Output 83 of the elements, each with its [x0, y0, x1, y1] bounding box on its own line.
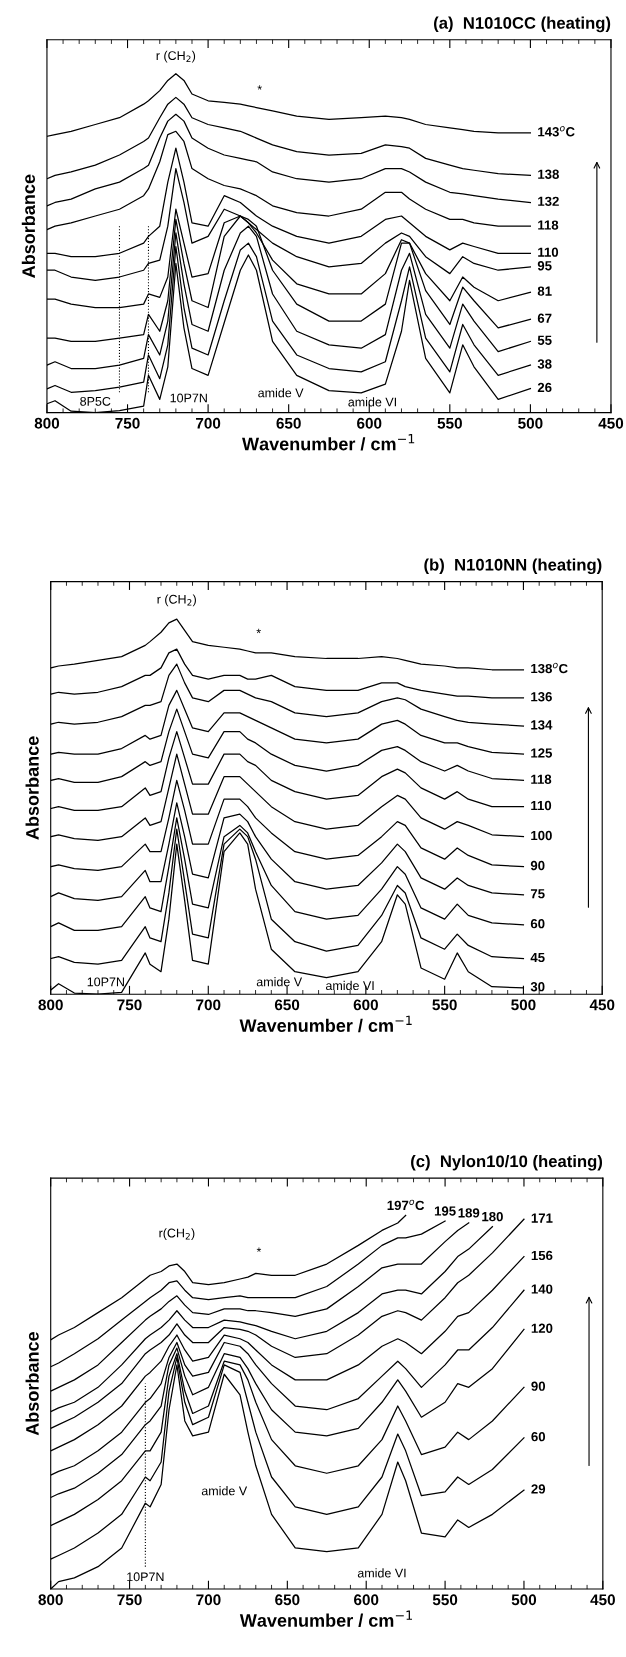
annotation: amide VI — [357, 1568, 406, 1578]
series-label: 95 — [537, 261, 552, 271]
series-label: 140 — [531, 1284, 553, 1294]
x-tick-label: 700 — [196, 999, 221, 1011]
series-label: 45 — [530, 952, 545, 963]
x-tick-label: 500 — [511, 1594, 537, 1606]
ref-line-label: 8P5C — [80, 396, 111, 406]
chart-title: (a) N1010CC (heating) — [434, 16, 611, 33]
series-label: 189 — [458, 1208, 480, 1218]
x-axis-title: Wavenumber / cm$^{−1}$ — [242, 434, 415, 451]
x-tick-label: 550 — [437, 417, 462, 429]
annotation: * — [257, 85, 262, 90]
x-tick-label: 700 — [196, 1594, 221, 1606]
series-label: 156 — [531, 1250, 553, 1261]
x-tick-label: 650 — [276, 417, 301, 429]
y-axis-title: Absorbance — [25, 1332, 39, 1436]
series-label: 132 — [538, 196, 559, 207]
series-label: 134 — [531, 720, 553, 730]
series-label: 120 — [531, 1323, 553, 1333]
x-tick-label: 450 — [590, 1594, 615, 1606]
x-tick-label: 550 — [432, 1594, 458, 1606]
annotation: 10P7N — [87, 977, 124, 987]
x-tick-label: 450 — [598, 417, 624, 429]
x-axis-title: Wavenumber / cm$^{−1}$ — [239, 1015, 412, 1033]
x-tick-label: 500 — [511, 999, 536, 1011]
ref-line-label: 10P7N — [170, 393, 207, 403]
series-label: 143$^{o}$C — [538, 126, 575, 137]
annotation: amide V — [201, 1486, 248, 1496]
annotation: amide VI — [348, 397, 396, 407]
x-tick-label: 450 — [589, 999, 615, 1011]
series-label: 75 — [530, 889, 545, 899]
series-label: 60 — [531, 1431, 546, 1442]
ref-line-label: 10P7N — [127, 1572, 164, 1582]
annotation: r(CH$_{2}$) — [159, 1228, 195, 1240]
x-tick-label: 500 — [518, 417, 543, 429]
chart-title: (c) Nylon10/10 (heating) — [411, 1154, 603, 1171]
series-label: 60 — [530, 919, 545, 929]
series-label: 197$^{o}$C — [387, 1199, 425, 1211]
x-tick-label: 750 — [115, 417, 140, 429]
series-label: 195 — [434, 1206, 456, 1216]
x-tick-label: 800 — [34, 417, 60, 429]
series-label: 138$^{o}$C — [531, 662, 568, 674]
series-label: 100 — [531, 830, 552, 841]
series-label: 118 — [531, 774, 552, 784]
series-label: 90 — [531, 1381, 546, 1391]
annotation: * — [256, 628, 261, 634]
x-tick-label: 600 — [353, 999, 378, 1011]
series-label: 90 — [530, 860, 545, 871]
series-label: 67 — [537, 313, 552, 323]
annotation: amide V — [256, 977, 303, 987]
series-label: 171 — [531, 1213, 553, 1223]
series-label: 29 — [531, 1484, 546, 1494]
x-tick-label: 600 — [354, 1594, 379, 1606]
y-axis-title: Absorbance — [21, 174, 36, 278]
x-tick-label: 800 — [38, 1594, 63, 1606]
x-tick-label: 700 — [196, 417, 221, 429]
series-label: 55 — [537, 335, 552, 345]
series-label: 125 — [531, 748, 553, 758]
text: r (CH$_{2}$) — [157, 594, 196, 607]
text: r (CH$_{2}$) — [156, 50, 196, 63]
x-tick-label: 800 — [38, 999, 63, 1011]
series-label: 110 — [531, 800, 552, 811]
y-axis-title: Absorbance — [25, 736, 39, 840]
x-tick-label: 750 — [117, 1594, 142, 1606]
x-tick-label: 750 — [117, 999, 142, 1011]
series-label: 26 — [537, 382, 552, 393]
series-label: 138 — [538, 169, 559, 179]
series-label: 180 — [482, 1211, 503, 1222]
x-tick-label: 600 — [357, 417, 382, 429]
annotation: * — [256, 1247, 262, 1252]
series-label: 110 — [538, 247, 559, 257]
annotation: amide VI — [325, 980, 374, 991]
legend-label: 30 — [530, 982, 545, 992]
x-axis-title: Wavenumber / cm$^{−1}$ — [239, 1610, 412, 1628]
series-label: 38 — [537, 359, 552, 369]
annotation: amide V — [258, 388, 304, 398]
series-label: 118 — [538, 220, 559, 230]
series-label: 81 — [537, 286, 552, 296]
x-tick-label: 550 — [432, 999, 457, 1011]
x-tick-label: 650 — [275, 1594, 300, 1606]
chart-title: (b) N1010NN (heating) — [424, 558, 602, 575]
x-tick-label: 650 — [274, 999, 300, 1011]
series-label: 136 — [531, 692, 552, 702]
